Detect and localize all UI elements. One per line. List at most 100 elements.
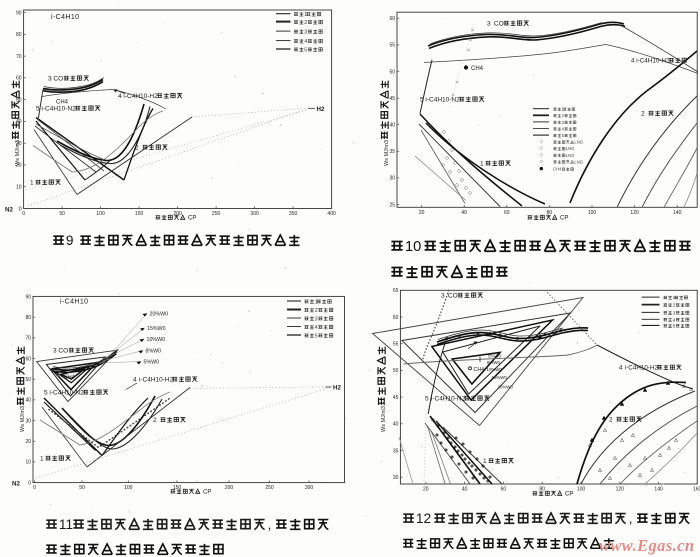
- svg-text:30: 30: [389, 176, 395, 182]
- svg-text:5%W0: 5%W0: [144, 360, 160, 366]
- svg-text:40: 40: [462, 487, 468, 493]
- svg-text:LNG: LNG: [574, 140, 583, 145]
- svg-text:,: ,: [268, 517, 272, 532]
- svg-text:40: 40: [393, 422, 399, 428]
- svg-text:CO: CO: [494, 21, 504, 28]
- svg-text:4 i-C4H10-H2: 4 i-C4H10-H2: [631, 58, 670, 65]
- svg-text:8%W0: 8%W0: [487, 360, 500, 365]
- svg-text:70: 70: [16, 54, 22, 60]
- svg-text:1: 1: [480, 161, 484, 168]
- svg-text:3: 3: [487, 21, 491, 28]
- svg-text:60: 60: [25, 356, 31, 362]
- svg-text:200: 200: [173, 211, 182, 217]
- svg-text:11: 11: [59, 517, 73, 532]
- svg-text:400: 400: [327, 211, 336, 217]
- svg-text:CH4: CH4: [553, 167, 562, 172]
- svg-text:5: 5: [673, 324, 676, 330]
- svg-text:N2: N2: [12, 481, 20, 488]
- svg-text:70: 70: [25, 336, 31, 342]
- svg-text:2: 2: [562, 113, 565, 118]
- svg-text:CP: CP: [560, 215, 568, 222]
- svg-text:20: 20: [16, 163, 22, 169]
- svg-text:20%W0: 20%W0: [150, 312, 169, 318]
- svg-text:CH4: CH4: [471, 66, 484, 72]
- svg-text:1: 1: [315, 299, 318, 305]
- svg-text:2: 2: [641, 111, 645, 118]
- svg-text:250: 250: [212, 211, 221, 217]
- svg-text:3: 3: [315, 316, 318, 322]
- svg-text:250: 250: [265, 485, 274, 491]
- svg-text:CH4: CH4: [474, 367, 485, 373]
- svg-text:80: 80: [547, 210, 553, 216]
- svg-text:1: 1: [673, 295, 676, 301]
- svg-text:i-C4H10-H2: i-C4H10-H2: [625, 365, 659, 372]
- svg-text:40: 40: [389, 123, 395, 129]
- svg-text:CH4: CH4: [56, 100, 69, 106]
- svg-text:3: 3: [441, 293, 445, 300]
- svg-text:H2: H2: [317, 106, 325, 113]
- svg-text:1: 1: [40, 456, 44, 463]
- svg-text:4 i-C4H10-H2: 4 i-C4H10-H2: [118, 93, 158, 100]
- svg-text:Ws MJ/m3: Ws MJ/m3: [384, 140, 390, 166]
- svg-text:80: 80: [16, 32, 22, 38]
- svg-text:55: 55: [389, 43, 395, 49]
- svg-text:Ws MJ/m3: Ws MJ/m3: [20, 406, 26, 432]
- svg-text:9: 9: [66, 233, 74, 248]
- svg-text:5 i-C4H10-N2: 5 i-C4H10-N2: [36, 106, 76, 113]
- svg-text:90: 90: [16, 10, 22, 16]
- svg-text:60: 60: [393, 315, 399, 321]
- svg-text:100: 100: [588, 210, 597, 216]
- svg-text:5 i-C4H10-N2: 5 i-C4H10-N2: [420, 97, 460, 104]
- svg-text:4: 4: [133, 377, 137, 384]
- svg-text:5: 5: [425, 396, 429, 403]
- svg-text:150: 150: [173, 485, 182, 491]
- svg-text:20: 20: [423, 487, 429, 493]
- svg-text:80: 80: [25, 315, 31, 321]
- svg-text:LNG: LNG: [566, 146, 575, 151]
- svg-text:150: 150: [135, 211, 144, 217]
- svg-text:35: 35: [393, 448, 399, 454]
- svg-text:50: 50: [79, 485, 85, 491]
- svg-text:15%W0: 15%W0: [492, 375, 508, 380]
- svg-text:100: 100: [96, 211, 105, 217]
- svg-text:55: 55: [393, 342, 399, 348]
- svg-text:5%W0: 5%W0: [488, 354, 501, 359]
- svg-text:CP: CP: [188, 215, 196, 222]
- svg-text:3 CO: 3 CO: [53, 348, 68, 355]
- svg-text:4: 4: [304, 39, 307, 45]
- svg-text:10: 10: [405, 239, 421, 255]
- svg-text:45: 45: [393, 395, 399, 401]
- svg-text:1: 1: [562, 107, 565, 112]
- svg-text:5: 5: [562, 133, 565, 138]
- svg-text:CP: CP: [565, 491, 573, 498]
- svg-text:60: 60: [504, 210, 510, 216]
- svg-text:60: 60: [16, 76, 22, 82]
- svg-text:8%W0: 8%W0: [146, 349, 162, 355]
- svg-text:2: 2: [673, 303, 676, 309]
- svg-text:140: 140: [673, 210, 682, 216]
- svg-text:350: 350: [289, 211, 298, 217]
- svg-text:45: 45: [389, 96, 395, 102]
- svg-text:160: 160: [693, 487, 700, 493]
- svg-text:LNG: LNG: [566, 153, 575, 158]
- svg-text:,: ,: [629, 511, 633, 526]
- svg-text:3: 3: [562, 120, 565, 125]
- svg-text:100: 100: [577, 487, 586, 493]
- svg-text:5 i-C4H10-N2: 5 i-C4H10-N2: [44, 390, 84, 397]
- svg-text:140: 140: [654, 487, 663, 493]
- svg-text:1: 1: [304, 12, 307, 18]
- svg-text:25: 25: [389, 202, 395, 208]
- svg-text:CH4: CH4: [64, 375, 75, 381]
- svg-text:www.Egas.cn: www.Egas.cn: [599, 536, 694, 555]
- svg-text:35: 35: [389, 149, 395, 155]
- svg-text:0: 0: [19, 206, 22, 212]
- svg-text:50: 50: [59, 211, 65, 217]
- svg-text:50: 50: [16, 97, 22, 103]
- svg-text:CO: CO: [448, 293, 458, 300]
- svg-text:50: 50: [389, 69, 395, 75]
- svg-text:4: 4: [619, 365, 623, 372]
- svg-text:40: 40: [25, 398, 31, 404]
- svg-text:30: 30: [16, 141, 22, 147]
- svg-text:CP: CP: [203, 489, 211, 496]
- svg-text:2: 2: [304, 20, 307, 26]
